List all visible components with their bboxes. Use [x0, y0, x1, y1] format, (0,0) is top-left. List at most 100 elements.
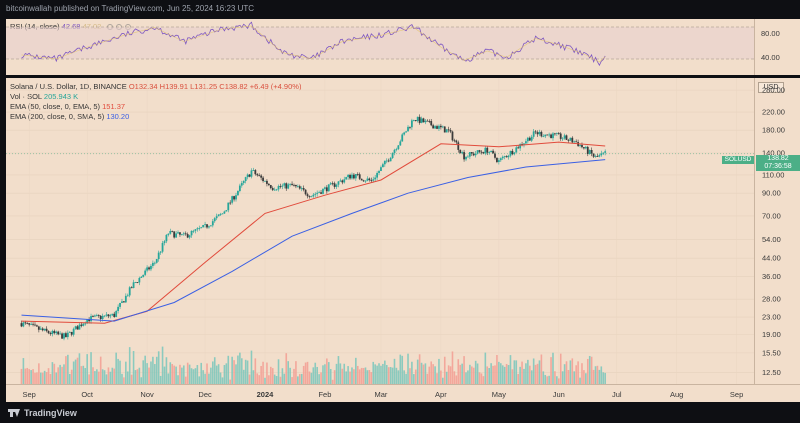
volume-bar	[465, 372, 467, 384]
candle-body	[238, 185, 241, 192]
volume-bar	[111, 367, 114, 384]
candle-body	[325, 187, 328, 192]
candle-body	[57, 331, 60, 335]
price-panel[interactable]	[6, 78, 754, 384]
volume-bar	[494, 365, 496, 384]
candle-body	[594, 156, 597, 157]
volume-bar	[360, 367, 363, 384]
volume-bar	[557, 378, 560, 384]
candle-body	[554, 133, 556, 135]
volume-bar	[409, 368, 411, 384]
candle-body	[523, 143, 525, 146]
candle-body	[542, 136, 545, 138]
candle-body	[486, 147, 489, 153]
candle-body	[159, 251, 162, 253]
volume-bar	[434, 366, 436, 384]
tradingview-logo[interactable]: TradingView	[8, 408, 77, 418]
price-tick-label: 23.00	[762, 313, 781, 322]
volume-bar	[192, 369, 195, 384]
volume-bar	[221, 377, 224, 384]
volume-bar	[366, 370, 369, 384]
volume-bar	[264, 377, 266, 384]
candle-body	[240, 183, 243, 186]
rsi-title: RSI (14, close)	[10, 22, 60, 31]
price-tick-label: 15.50	[762, 348, 781, 357]
candle-body	[353, 174, 355, 179]
symbol-title: Solana / U.S. Dollar, 1D, BINANCE	[10, 82, 127, 91]
brand-name: TradingView	[24, 408, 77, 418]
volume-bar	[426, 373, 429, 384]
candle-body	[132, 282, 135, 288]
volume-bar	[74, 359, 77, 384]
volume-bar	[157, 351, 160, 384]
volume-bar	[24, 368, 27, 384]
candle-body	[80, 324, 83, 326]
volume-bar	[542, 371, 545, 384]
candle-body	[295, 184, 297, 187]
volume-bar	[188, 364, 191, 384]
candle-body	[37, 326, 40, 330]
price-tick-label: 280.00	[762, 86, 785, 95]
volume-bar	[109, 371, 112, 384]
volume-bar	[567, 369, 570, 384]
candle-body	[439, 125, 442, 128]
candle-body	[264, 180, 266, 182]
volume-bar	[563, 364, 566, 384]
candle-body	[306, 194, 309, 197]
volume-bar	[190, 368, 193, 384]
volume-bar	[384, 360, 386, 384]
volume-bar	[463, 356, 465, 384]
volume-bar	[246, 360, 249, 384]
candle-body	[356, 174, 359, 175]
volume-bar	[297, 376, 299, 384]
volume-bar	[380, 365, 382, 384]
volume-bar	[511, 369, 514, 384]
candle-body	[275, 189, 278, 191]
rsi-axis[interactable]: 80.00 40.00	[754, 19, 800, 75]
ema200-line	[21, 159, 606, 322]
volume-bar	[285, 353, 288, 384]
volume-bar	[239, 352, 241, 384]
candle-body	[227, 202, 230, 211]
volume-bar	[194, 368, 197, 384]
candle-body	[204, 224, 206, 226]
volume-bar	[376, 365, 378, 384]
volume-bar	[88, 374, 90, 384]
candle-body	[393, 149, 396, 154]
candle-body	[366, 178, 369, 181]
candle-body	[395, 148, 398, 150]
candle-body	[72, 328, 75, 335]
volume-bar	[34, 372, 36, 384]
volume-bar	[310, 372, 313, 384]
candle-body	[192, 230, 195, 232]
candle-body	[374, 177, 377, 180]
candle-body	[26, 322, 29, 324]
candle-body	[202, 224, 205, 228]
price-axis[interactable]	[754, 78, 800, 384]
volume-bar	[467, 370, 469, 384]
volume-bar	[126, 371, 129, 384]
time-axis[interactable]	[6, 384, 800, 402]
volume-bar	[115, 352, 117, 384]
volume-bar	[237, 355, 239, 384]
price-tick-label: 140.00	[762, 149, 785, 158]
volume-bar	[550, 357, 552, 384]
volume-bar	[577, 361, 579, 384]
volume-bar	[161, 346, 164, 384]
price-tick-label: 44.00	[762, 254, 781, 263]
candle-body	[497, 160, 500, 162]
currency-selector[interactable]: USD	[758, 82, 784, 93]
candle-body	[519, 144, 522, 149]
candle-body	[416, 116, 419, 122]
candle-body	[544, 134, 547, 137]
candle-body	[571, 137, 574, 143]
volume-bar	[554, 371, 556, 384]
candle-body	[387, 160, 390, 162]
price-tick-label: 90.00	[762, 189, 781, 198]
volume-bar	[337, 356, 340, 384]
candle-body	[341, 180, 344, 183]
volume-bar	[378, 363, 380, 384]
candle-body	[196, 228, 199, 230]
candle-body	[534, 131, 537, 133]
last-price-tag: 138.82 07:36:58	[756, 155, 800, 171]
